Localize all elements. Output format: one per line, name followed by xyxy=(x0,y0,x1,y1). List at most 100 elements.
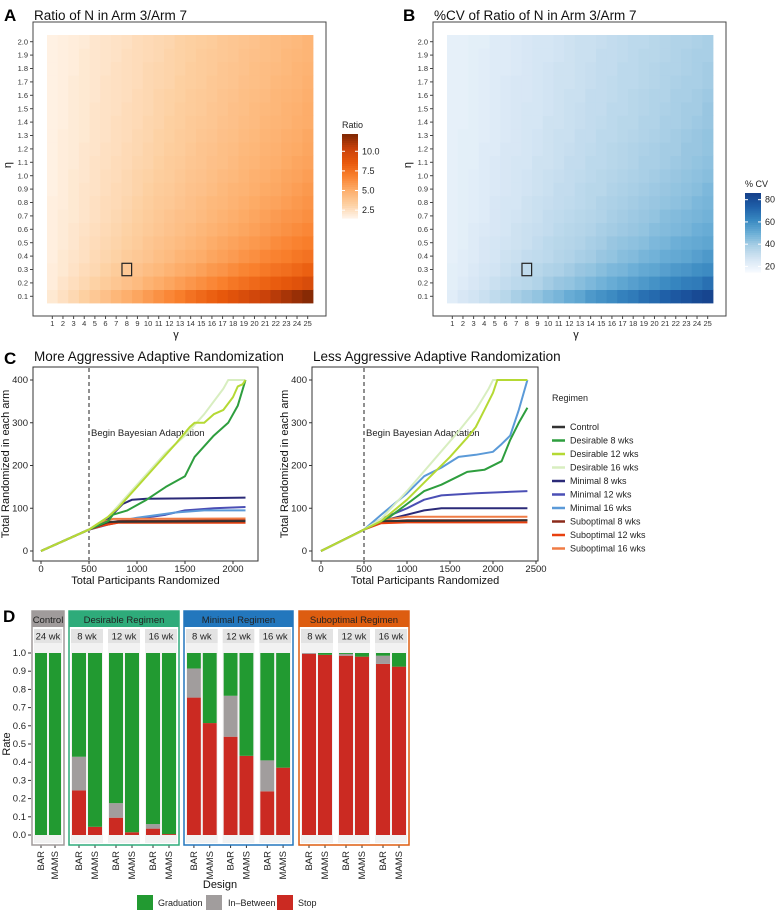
heatmap-cell xyxy=(238,289,250,304)
y-tick-label: 0.4 xyxy=(418,252,428,261)
colorbar-segment xyxy=(745,246,761,249)
heatmap-cell xyxy=(521,209,533,223)
y-tick-label: 0.1 xyxy=(18,292,28,301)
y-tick-label: 0.7 xyxy=(13,703,26,714)
heatmap-cell xyxy=(78,75,90,89)
heatmap-cell xyxy=(121,209,133,223)
heatmap-cell xyxy=(132,209,144,223)
y-tick-label: 200 xyxy=(291,461,307,472)
heatmap-cell xyxy=(468,155,480,170)
heatmap-cell xyxy=(489,222,501,237)
bar-segment-graduation xyxy=(260,653,275,761)
legend-title: % CV xyxy=(745,179,768,189)
heatmap-cell xyxy=(468,195,480,210)
heatmap-cell xyxy=(121,262,133,277)
y-tick-label: 1.6 xyxy=(418,91,428,100)
heatmap-cell xyxy=(217,195,229,210)
x-tick-label: 3 xyxy=(72,319,76,328)
heatmap-cell xyxy=(153,155,165,170)
heatmap-cell xyxy=(57,88,69,103)
y-tick-label: 0.9 xyxy=(13,666,26,677)
facet-strip-label: 12 wk xyxy=(226,632,251,643)
heatmap-cell xyxy=(532,155,544,170)
heatmap-cell xyxy=(153,48,165,63)
colorbar-segment xyxy=(342,203,358,206)
heatmap-cell xyxy=(110,262,122,277)
heatmap-cell xyxy=(259,289,271,304)
heatmap-cell xyxy=(691,209,703,223)
heatmap-cell xyxy=(447,182,459,197)
bar-segment-stop xyxy=(355,656,369,835)
x-tick-label: MAMS xyxy=(357,851,368,880)
heatmap-cell xyxy=(447,61,459,76)
heatmap-cell xyxy=(68,88,80,103)
heatmap-cell xyxy=(195,262,207,277)
colorbar-segment xyxy=(342,140,358,143)
heatmap-cell xyxy=(627,182,639,197)
bar-segment-stop xyxy=(146,828,160,835)
x-tick-label: 2 xyxy=(61,319,65,328)
heatmap-cell xyxy=(89,195,101,210)
heatmap-cell xyxy=(249,75,261,89)
heatmap-cell xyxy=(447,128,459,143)
colorbar-segment xyxy=(745,262,761,265)
heatmap-cell xyxy=(702,48,714,63)
x-tick-label: 8 xyxy=(525,319,529,328)
facet-strip-label: 12 wk xyxy=(342,632,367,643)
heatmap-cell xyxy=(227,222,239,237)
legend-label: Minimal 12 wks xyxy=(570,490,632,500)
x-tick-label: 17 xyxy=(218,319,226,328)
facet-strip-header xyxy=(108,629,140,643)
colorbar-segment xyxy=(342,215,358,219)
heatmap-cell xyxy=(291,249,303,264)
heatmap-cell xyxy=(489,169,501,183)
heatmap-cell xyxy=(585,102,597,116)
heatmap-cell xyxy=(174,236,186,250)
bar-segment-graduation xyxy=(202,653,217,724)
heatmap-cell xyxy=(281,61,293,76)
heatmap-cell xyxy=(489,209,501,223)
heatmap-cell xyxy=(510,102,522,116)
heatmap-cell xyxy=(500,48,512,63)
heatmap-cell xyxy=(195,222,207,237)
heatmap-cell xyxy=(270,222,282,237)
heatmap-cell xyxy=(47,276,59,290)
heatmap-cell xyxy=(110,128,122,143)
heatmap-cell xyxy=(249,236,261,250)
heatmap-cell xyxy=(153,236,165,250)
heatmap-cell xyxy=(510,195,522,210)
heatmap-cv: %CV of Ratio of N in Arm 3/Arm 7 0.1 0.2 0.… xyxy=(402,8,775,341)
heatmap-cell xyxy=(89,102,101,116)
heatmap-cell xyxy=(681,182,693,197)
y-tick-label: 0.1 xyxy=(13,812,26,823)
colorbar-segment xyxy=(342,138,358,141)
x-tick-label: 23 xyxy=(682,319,690,328)
heatmap-cell xyxy=(132,128,144,143)
heatmap-cell xyxy=(302,169,314,183)
heatmap-cell xyxy=(78,128,90,143)
heatmap-cell xyxy=(521,35,533,49)
heatmap-cell xyxy=(281,169,293,183)
x-tick-label: 19 xyxy=(640,319,648,328)
heatmap-cell xyxy=(270,142,282,156)
heatmap-cell xyxy=(521,182,533,197)
heatmap-cell xyxy=(542,169,554,183)
heatmap-cell xyxy=(478,35,490,49)
heatmap-cell xyxy=(227,142,239,156)
heatmap-cell xyxy=(121,142,133,156)
heatmap-cell xyxy=(142,102,154,116)
heatmap-cell xyxy=(478,142,490,156)
heatmap-cell xyxy=(478,195,490,210)
colorbar-segment xyxy=(342,161,358,164)
heatmap-cell xyxy=(185,262,197,277)
heatmap-cell xyxy=(564,115,576,130)
heatmap-cell xyxy=(606,88,618,103)
heatmap-cell xyxy=(638,276,650,290)
heatmap-cell xyxy=(142,289,154,304)
heatmap-cell xyxy=(302,222,314,237)
colorbar-segment xyxy=(342,148,358,152)
heatmap-cell xyxy=(447,48,459,63)
heatmap-cell xyxy=(510,88,522,103)
plot-frame xyxy=(311,366,539,562)
